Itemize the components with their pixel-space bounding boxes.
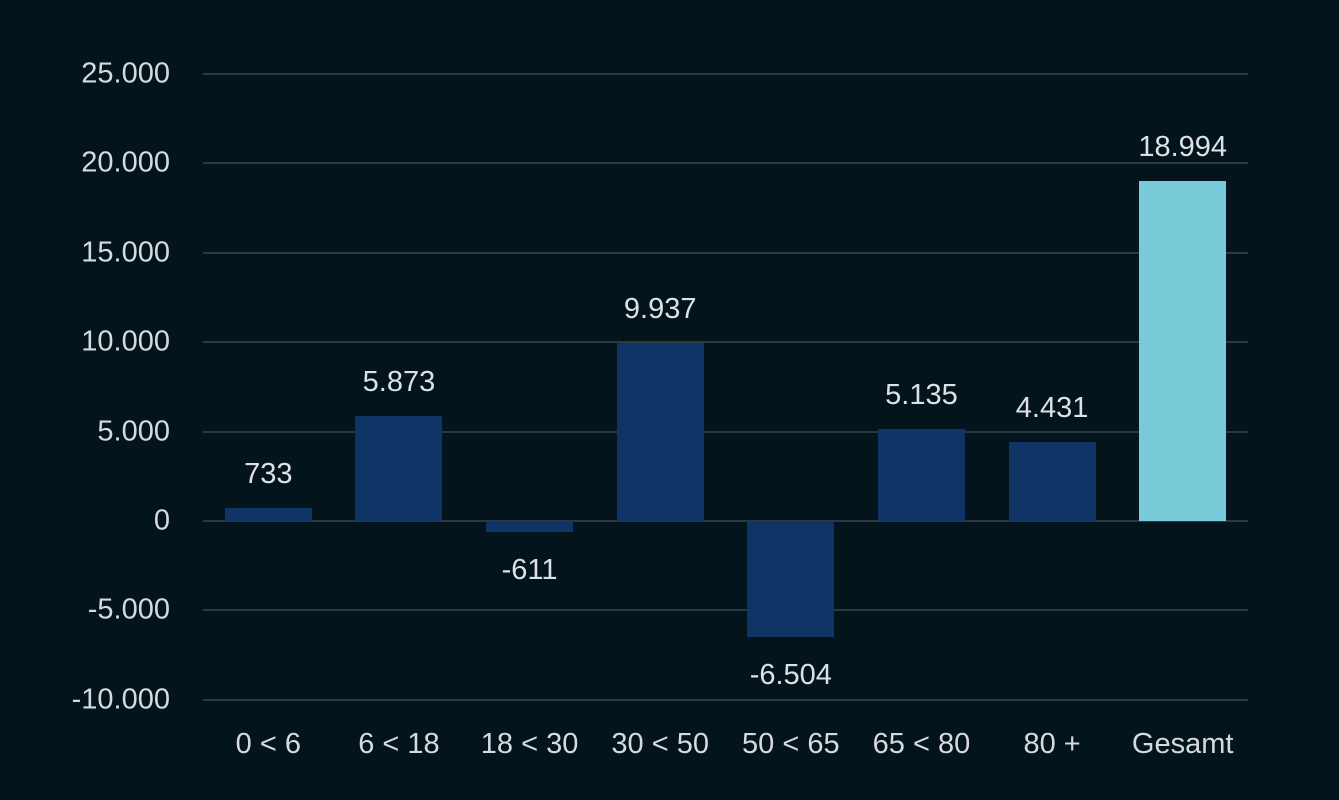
y-axis-tick-label: 0 — [153, 504, 170, 537]
bar — [747, 521, 835, 638]
bar-value-label: 18.994 — [1138, 131, 1228, 164]
bar — [486, 521, 574, 532]
gridline — [203, 73, 1248, 75]
gridline — [203, 251, 1248, 254]
bar-value-label: -611 — [501, 553, 558, 586]
bar-value-label: 5.873 — [362, 365, 436, 398]
bar — [877, 429, 965, 521]
bar — [355, 415, 443, 521]
bar-value-label: 5.135 — [885, 379, 958, 412]
x-axis-category-label: 50 < 65 — [742, 728, 840, 760]
x-axis-category-label: 80 + — [1023, 728, 1081, 760]
gridline — [203, 520, 1248, 522]
gridline — [203, 341, 1248, 344]
x-axis-category-label: 65 < 80 — [872, 728, 971, 760]
x-axis-category-label: 18 < 30 — [480, 728, 579, 760]
gridline — [203, 698, 1248, 701]
y-axis-tick-label: -10.000 — [71, 683, 170, 716]
x-axis-category-label: 30 < 50 — [611, 728, 709, 760]
x-axis-category-label: 6 < 18 — [358, 728, 440, 760]
x-axis-category-label: Gesamt — [1131, 728, 1234, 760]
bar-value-label: 4.431 — [1015, 391, 1089, 424]
y-axis-tick-label: 10.000 — [81, 325, 170, 358]
total-bar — [1139, 181, 1227, 521]
y-axis-tick-label: -5.000 — [87, 593, 170, 626]
bar — [224, 507, 312, 521]
y-axis-tick-label: 5.000 — [97, 415, 170, 448]
bar-value-label: 9.937 — [623, 293, 697, 326]
y-axis-tick-label: 20.000 — [81, 146, 170, 179]
y-axis-tick-label: 15.000 — [81, 236, 170, 269]
bar-value-label: 733 — [244, 457, 293, 490]
gridline — [203, 430, 1248, 433]
bar-value-label: -6.504 — [749, 659, 832, 692]
bar — [616, 343, 704, 521]
gridline — [203, 162, 1248, 165]
y-axis-tick-label: 25.000 — [81, 57, 170, 90]
gridline — [203, 609, 1248, 612]
x-axis-category-label: 0 < 6 — [235, 728, 301, 760]
bar — [1008, 441, 1096, 521]
